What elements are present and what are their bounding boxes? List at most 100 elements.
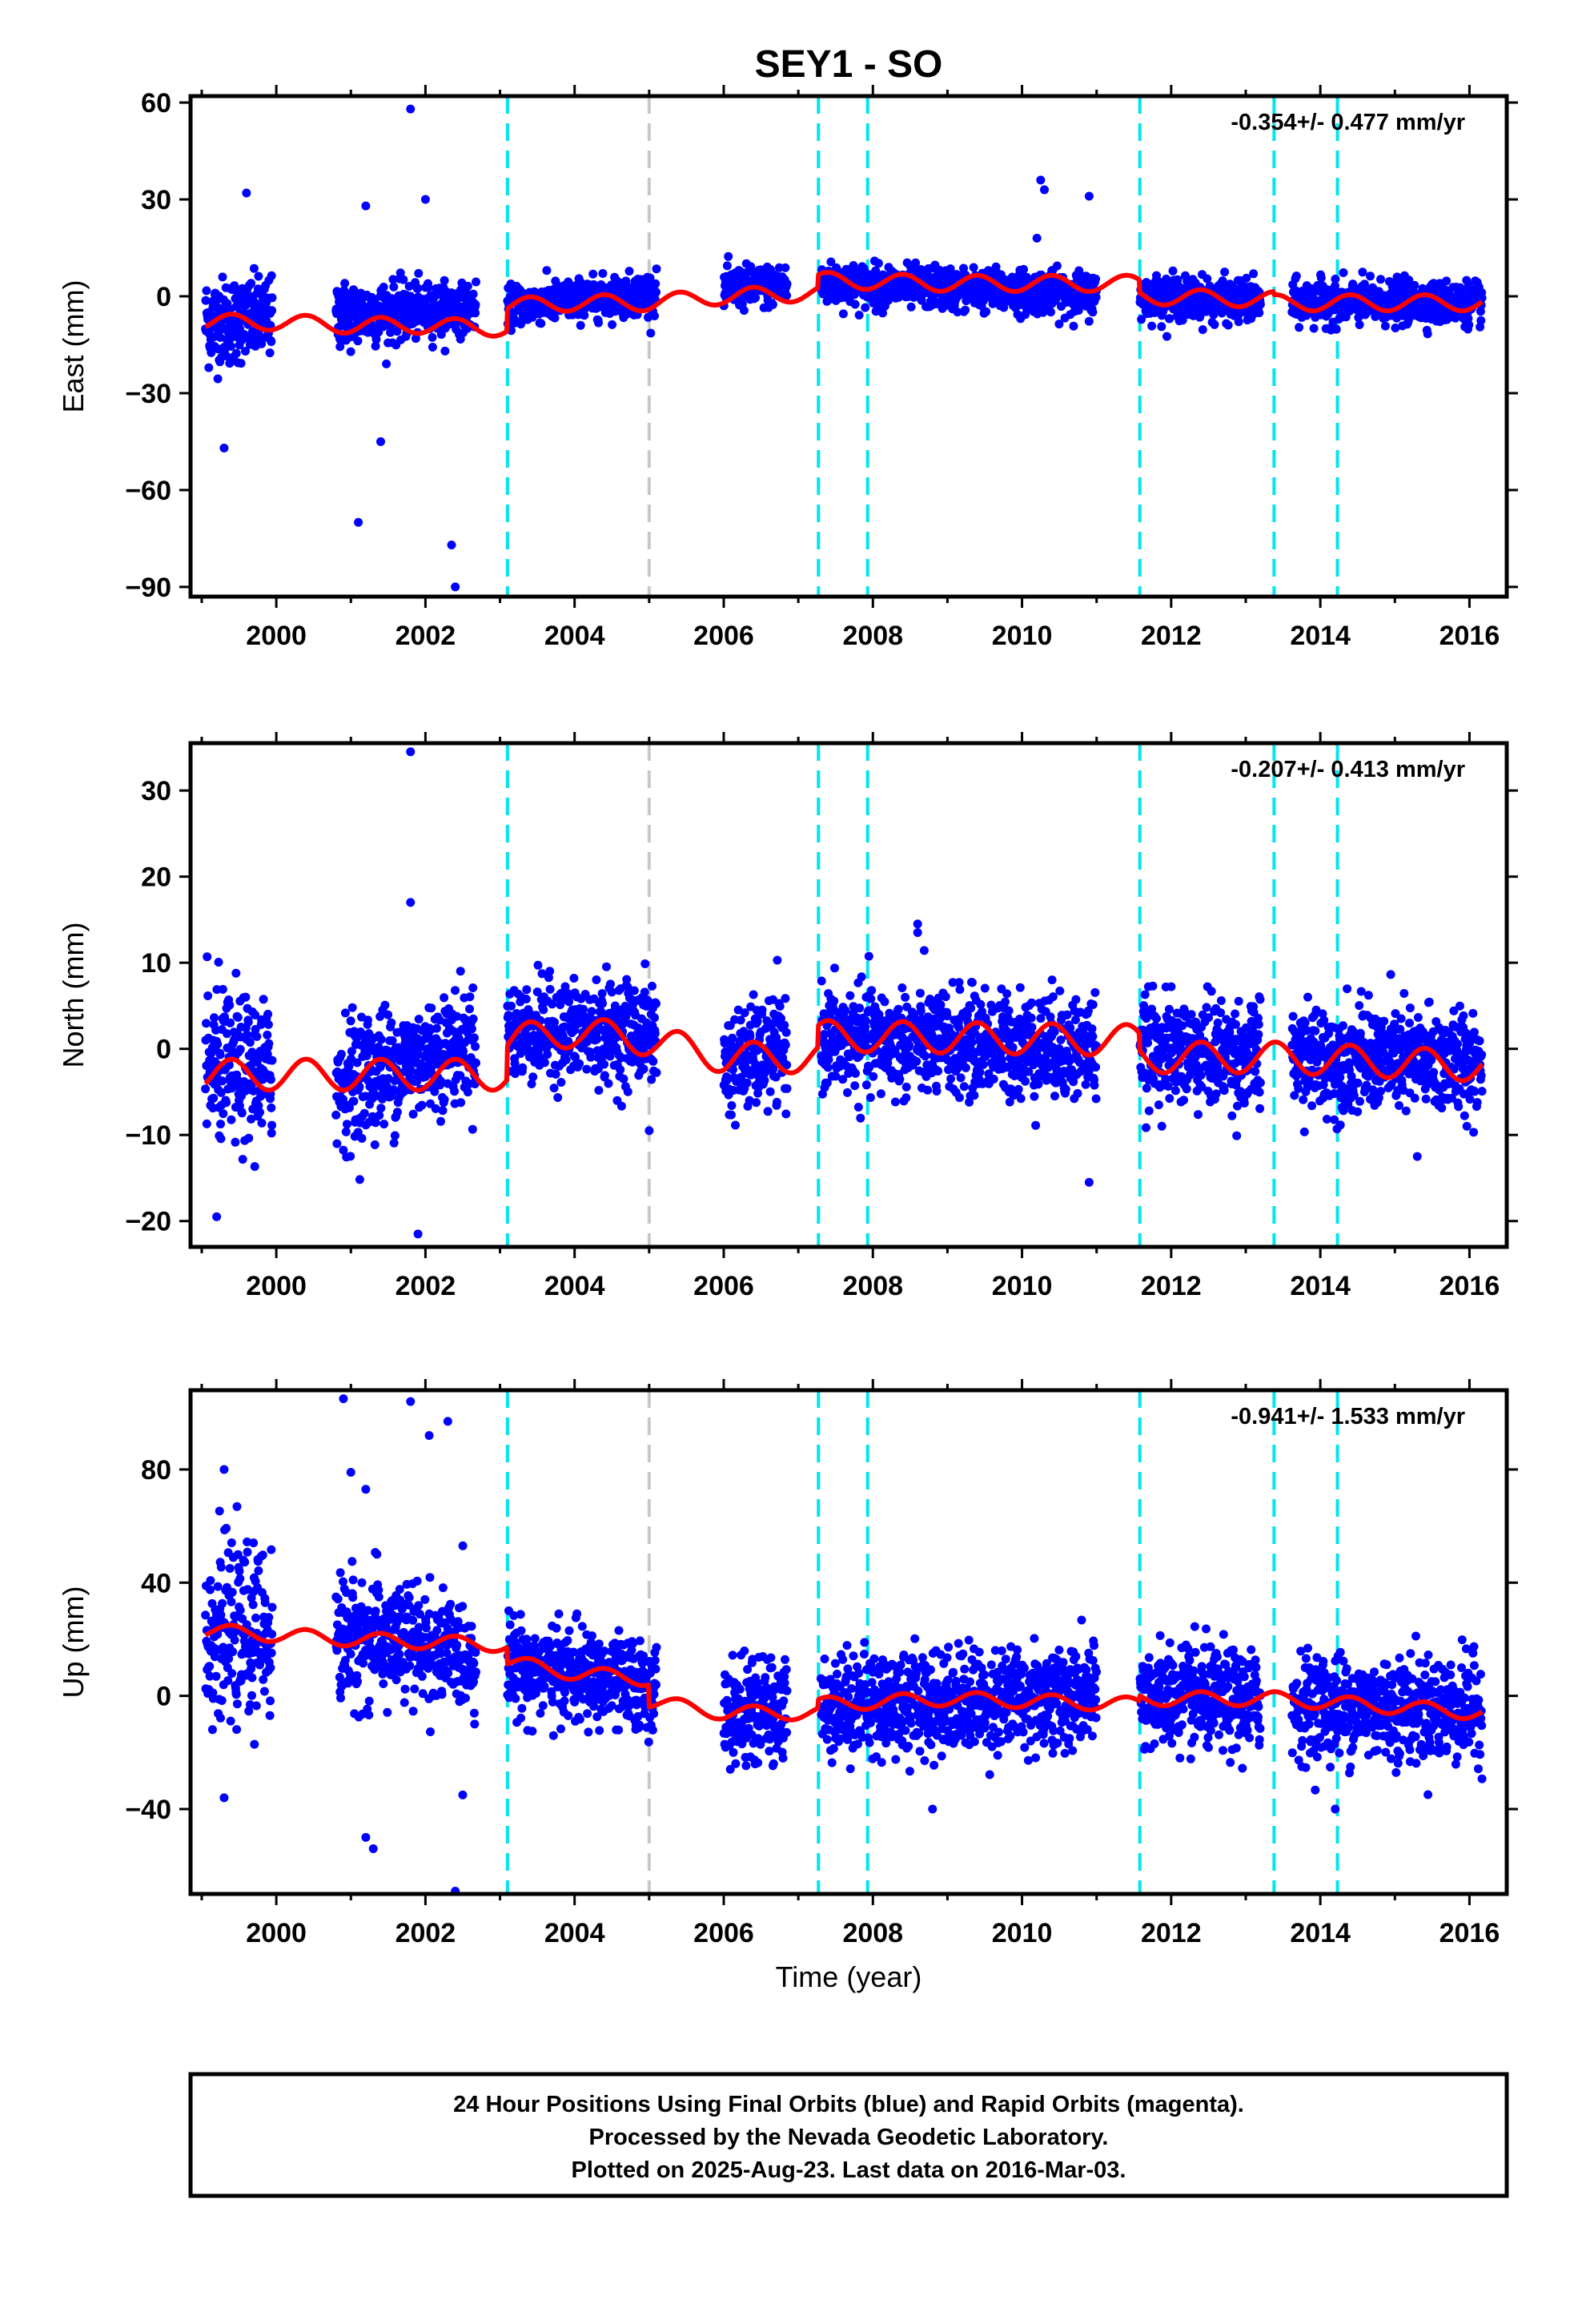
north-point (946, 1074, 956, 1084)
east-y-axis-label: East (mm) (57, 280, 90, 413)
east-point (463, 281, 472, 291)
east-point (1069, 321, 1078, 331)
north-point (772, 1097, 781, 1107)
east-point (550, 313, 560, 323)
east-point (1423, 329, 1432, 339)
north-point (222, 1098, 231, 1108)
east-point (1198, 325, 1207, 335)
north-point (592, 975, 601, 984)
north-point (893, 1004, 903, 1014)
east-point (254, 271, 263, 281)
north-point (606, 979, 615, 989)
east-point (346, 347, 355, 356)
east-point (353, 336, 363, 346)
north-point (864, 951, 873, 961)
north-point (357, 1134, 367, 1143)
north-point (245, 1038, 255, 1047)
north-point (267, 1128, 276, 1138)
east-point (1147, 321, 1157, 331)
north-point (970, 1091, 979, 1100)
east-point (621, 276, 631, 286)
north-point (775, 1002, 785, 1011)
north-point (850, 1081, 860, 1091)
east-point (651, 279, 661, 288)
east-point (1052, 261, 1062, 271)
north-point (226, 1018, 235, 1027)
east-point (468, 289, 478, 299)
north-point (959, 1082, 969, 1092)
east-point (588, 269, 598, 279)
north-point (1001, 997, 1010, 1007)
north-point (921, 1051, 930, 1061)
north-point (978, 1059, 988, 1069)
east-point (854, 311, 864, 320)
east-point (471, 308, 480, 318)
east-point (536, 319, 546, 328)
north-point (855, 1003, 865, 1013)
north-point (923, 1085, 933, 1095)
east-point (267, 271, 276, 280)
east-point (231, 348, 241, 358)
north-point (440, 993, 449, 1003)
east-point (1019, 264, 1028, 274)
east-x-tick-label: 2014 (1290, 621, 1351, 651)
east-point (906, 302, 916, 312)
north-point (851, 1068, 860, 1078)
north-point (861, 1080, 871, 1090)
east-outlier-point (1032, 233, 1042, 243)
north-point (347, 1003, 357, 1012)
north-point (267, 1055, 277, 1065)
east-point (594, 318, 603, 328)
north-point (387, 1018, 396, 1027)
north-point (604, 1079, 613, 1088)
north-point (652, 1068, 661, 1077)
north-point (203, 991, 213, 1000)
east-point (1477, 293, 1487, 303)
north-point (336, 1049, 346, 1059)
north-point (1027, 1023, 1037, 1032)
east-point (542, 266, 552, 275)
north-point (556, 1078, 566, 1087)
east-point (969, 263, 978, 272)
north-point (218, 984, 227, 994)
north-point (781, 1027, 791, 1037)
east-point (838, 309, 848, 319)
north-point (263, 1009, 273, 1019)
east-point (424, 283, 433, 292)
east-point (580, 311, 589, 320)
chart-title: SEY1 - SO (755, 43, 943, 86)
north-point (955, 985, 965, 995)
north-point (203, 952, 212, 962)
north-point (227, 1115, 236, 1124)
north-point (210, 1013, 219, 1023)
north-point (1030, 1092, 1039, 1101)
north-point (726, 1110, 736, 1120)
east-point (399, 275, 408, 284)
north-point (380, 1000, 390, 1010)
east-point (576, 277, 585, 287)
east-point (413, 283, 423, 293)
north-point (639, 1064, 648, 1074)
east-point (1392, 272, 1402, 282)
north-point (266, 1075, 275, 1084)
north-point (629, 986, 639, 995)
north-point (346, 1016, 355, 1026)
east-point (1137, 315, 1146, 324)
east-point (215, 332, 225, 342)
north-point (597, 989, 607, 999)
north-point (389, 1138, 399, 1148)
east-outlier-point (219, 444, 229, 453)
north-point (349, 1096, 359, 1106)
north-point (264, 1039, 274, 1048)
east-outlier-point (406, 104, 416, 114)
east-point (1331, 324, 1341, 334)
east-x-tick-label: 2004 (544, 621, 605, 651)
north-point (897, 983, 907, 992)
east-point (222, 352, 231, 360)
east-point (1476, 316, 1486, 325)
east-point (371, 341, 380, 351)
north-point (763, 1107, 773, 1116)
north-point (941, 992, 950, 1002)
north-point (616, 1065, 625, 1075)
